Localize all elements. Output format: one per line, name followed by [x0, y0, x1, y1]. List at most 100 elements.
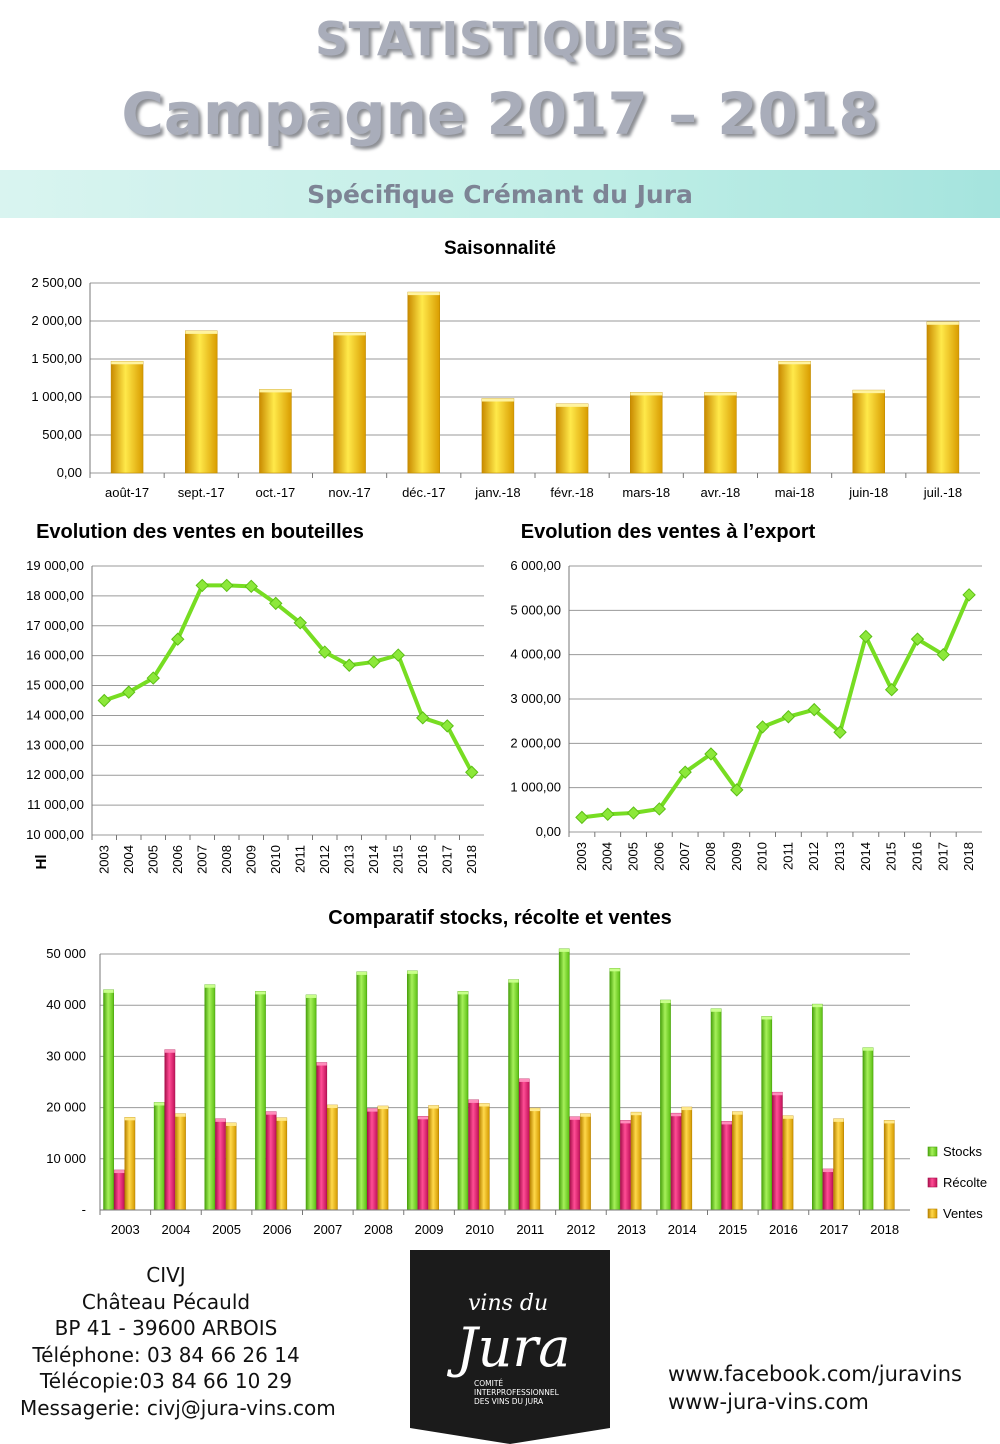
- x-tick-label: 2011: [780, 842, 795, 870]
- facebook-link[interactable]: www.facebook.com/juravins: [668, 1362, 962, 1386]
- x-tick-label: 2007: [677, 842, 692, 871]
- x-tick-label: 2006: [170, 845, 185, 874]
- bar: [110, 360, 144, 474]
- address-line: BP 41 - 39600 ARBOIS: [54, 1316, 278, 1340]
- bar-top: [124, 1117, 135, 1121]
- bar-ventes: [377, 1105, 389, 1211]
- bar-top: [114, 1170, 125, 1174]
- data-point: [367, 655, 381, 669]
- y-tick-label: 14 000,00: [26, 707, 84, 722]
- bar-récolte: [569, 1116, 581, 1211]
- bar-top: [259, 389, 292, 393]
- bar-récolte: [468, 1099, 479, 1211]
- bar-top: [316, 1062, 327, 1066]
- x-tick-label: 2016: [769, 1222, 798, 1237]
- website-link[interactable]: www-jura-vins.com: [668, 1390, 869, 1414]
- bar-récolte: [417, 1116, 429, 1211]
- x-tick-label: 2003: [574, 842, 589, 871]
- y-tick-label: 30 000: [46, 1048, 86, 1063]
- bar-stocks: [153, 1102, 165, 1211]
- bar-stocks: [204, 984, 216, 1211]
- bar: [333, 332, 366, 474]
- vins-du-jura-logo: vins du Jura COMITÉ INTERPROFESSIONNEL D…: [410, 1250, 610, 1444]
- bar-top: [630, 392, 663, 396]
- x-tick-label: 2003: [96, 845, 111, 874]
- legend-swatch: [927, 1146, 938, 1157]
- data-point: [318, 645, 332, 659]
- address-line: Messagerie: civj@jura-vins.com: [20, 1395, 336, 1420]
- x-tick-label: 2009: [415, 1222, 444, 1237]
- bar-ventes: [580, 1113, 591, 1211]
- bar-top: [226, 1122, 237, 1126]
- page-title-line2: Campagne 2017 – 2018: [121, 80, 879, 148]
- bar-top: [266, 1111, 277, 1115]
- x-tick-label: 2014: [366, 845, 381, 874]
- bar: [555, 403, 589, 474]
- bar: [852, 389, 885, 474]
- x-tick-label: 2005: [212, 1222, 241, 1237]
- bar-top: [772, 1092, 783, 1096]
- y-axis-label: Hl: [33, 855, 50, 870]
- bar-top: [671, 1113, 682, 1117]
- x-tick-label: 2018: [464, 845, 479, 874]
- x-tick-label: oct.-17: [256, 485, 296, 500]
- data-point: [910, 632, 925, 646]
- y-tick-label: 0,00: [536, 824, 561, 839]
- bar-top: [862, 1047, 874, 1051]
- y-tick-label: 40 000: [46, 997, 86, 1012]
- bar-ventes: [124, 1117, 136, 1211]
- bar-top: [164, 1049, 175, 1053]
- bar-top: [822, 1169, 834, 1173]
- subtitle-band: [0, 170, 1000, 218]
- bar-ventes: [478, 1103, 490, 1211]
- bar-stocks: [255, 991, 266, 1211]
- y-tick-label: 6 000,00: [510, 558, 561, 573]
- y-tick-label: 5 000,00: [510, 602, 561, 617]
- x-tick-label: mars-18: [622, 485, 670, 500]
- x-tick-label: 2016: [415, 845, 430, 874]
- bar-top: [457, 991, 469, 995]
- bar-top: [580, 1113, 591, 1117]
- bar-récolte: [215, 1118, 226, 1211]
- address-line: Château Pécauld: [81, 1289, 251, 1314]
- x-tick-label: 2013: [832, 842, 847, 871]
- bar-top: [407, 292, 440, 296]
- bar-top: [215, 1118, 226, 1122]
- bar-stocks: [862, 1047, 874, 1211]
- y-tick-label: 11 000,00: [27, 797, 84, 812]
- x-tick-label: 2005: [626, 842, 641, 871]
- bar: [259, 389, 292, 474]
- logo-caption: DES VINS DU JURA: [474, 1397, 544, 1406]
- bar-ventes: [529, 1107, 541, 1211]
- bar-récolte: [366, 1108, 378, 1211]
- bar-top: [481, 398, 514, 402]
- x-tick-label: juil.-18: [923, 485, 962, 500]
- data-point: [601, 807, 615, 821]
- data-point: [730, 783, 744, 797]
- bar-top: [417, 1116, 429, 1120]
- bar-top: [306, 994, 317, 998]
- data-point: [575, 810, 589, 825]
- bar-récolte: [113, 1169, 125, 1211]
- data-point: [704, 747, 718, 761]
- data-point: [678, 765, 692, 779]
- series-line: [581, 594, 971, 820]
- bar-top: [377, 1106, 389, 1110]
- x-tick-label: 2018: [961, 842, 976, 871]
- bar-top: [782, 1115, 794, 1119]
- bar-ventes: [833, 1118, 844, 1211]
- x-tick-label: 2007: [313, 1222, 342, 1237]
- bar-stocks: [356, 971, 368, 1211]
- x-tick-label: 2010: [268, 845, 283, 874]
- data-point: [146, 671, 160, 685]
- legend-label: Stocks: [943, 1144, 983, 1159]
- x-tick-label: 2008: [703, 842, 718, 871]
- x-tick-label: 2018: [870, 1222, 899, 1237]
- legend-label: Ventes: [943, 1206, 983, 1221]
- bottles-sales-chart: Evolution des ventes en bouteilles 10 000…: [26, 521, 484, 874]
- bar-top: [468, 1099, 479, 1103]
- x-tick-label: 2016: [909, 842, 924, 871]
- data-point: [171, 632, 185, 646]
- bar: [630, 392, 663, 474]
- page-title-line1: STATISTIQUES: [314, 12, 686, 66]
